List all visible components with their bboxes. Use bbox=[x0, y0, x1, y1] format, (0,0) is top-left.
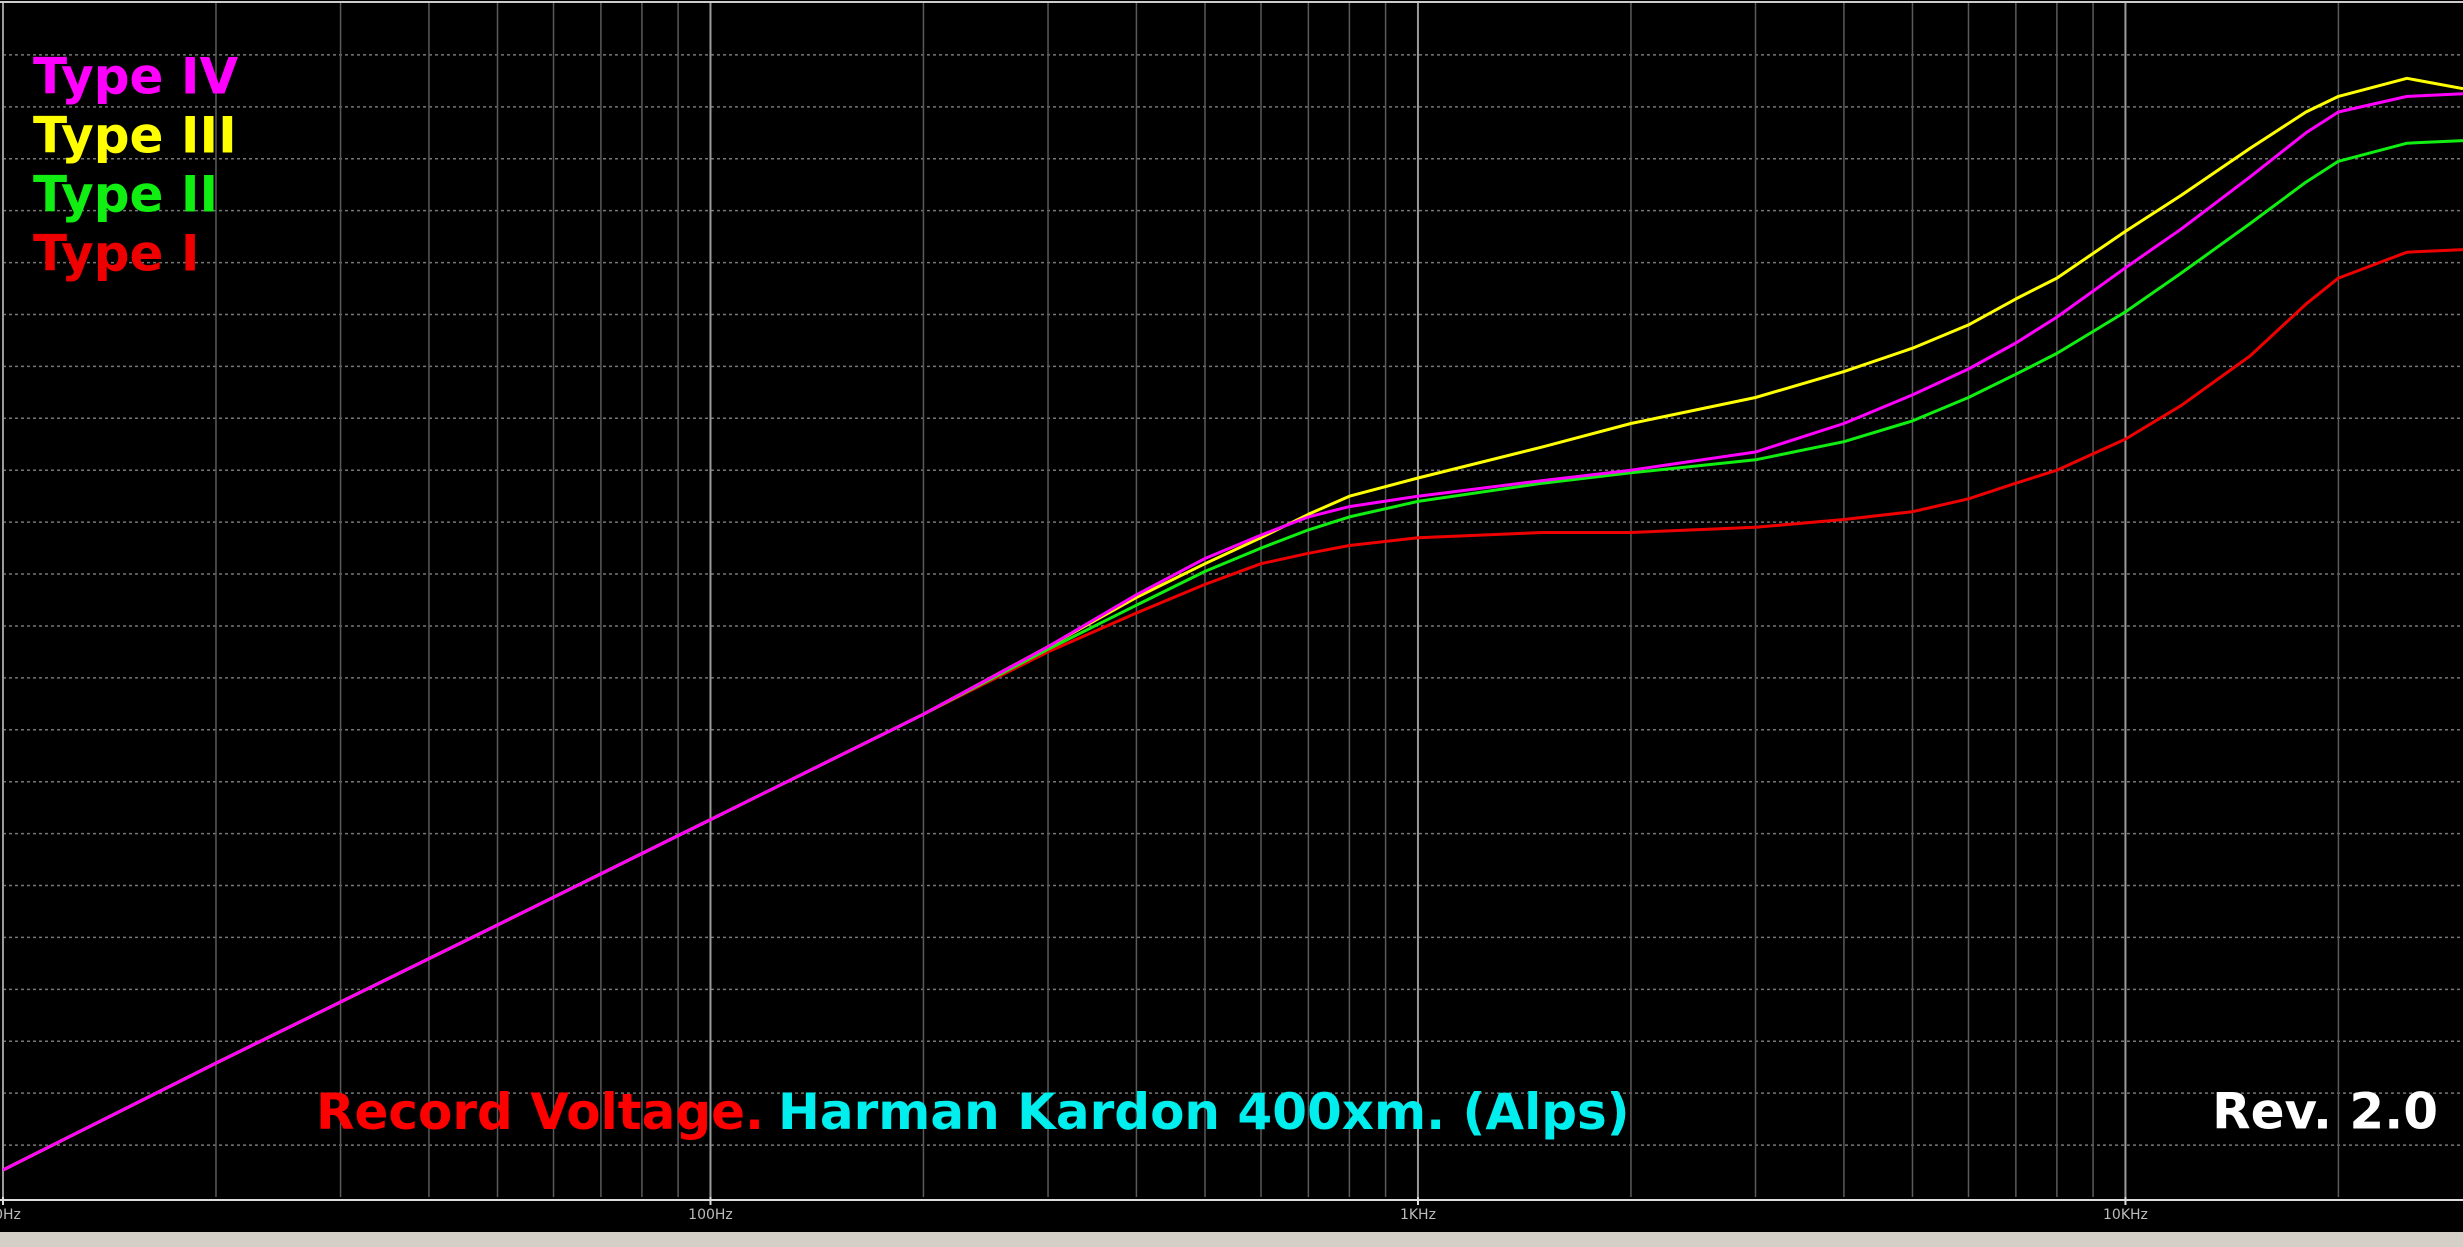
status-strip bbox=[0, 1232, 2463, 1247]
revision: Rev. 2.0 bbox=[2212, 1083, 2438, 1141]
x-tick-label: 10KHz bbox=[2103, 1207, 2148, 1223]
annotation-part: Harman Kardon 400xm. (Alps) bbox=[778, 1083, 1630, 1141]
x-tick-label: 10Hz bbox=[0, 1207, 21, 1223]
grid: 10Hz 100Hz 1KHz 10KHz bbox=[0, 3, 2463, 1223]
series-line bbox=[2, 92, 2463, 1172]
x-tick-label: 100Hz bbox=[688, 1207, 733, 1223]
plot-lines bbox=[2, 76, 2463, 1172]
annotation: Record Voltage. Harman Kardon 400xm. (Alp… bbox=[316, 1083, 1630, 1141]
legend-entry: Type I bbox=[33, 225, 199, 283]
legend-entry: Type IV bbox=[33, 48, 238, 106]
annotation-part: Record Voltage. bbox=[316, 1083, 764, 1141]
legend-entry: Type II bbox=[33, 166, 218, 224]
legend-entry: Type III bbox=[33, 107, 237, 165]
x-tick-label: 1KHz bbox=[1400, 1207, 1436, 1223]
